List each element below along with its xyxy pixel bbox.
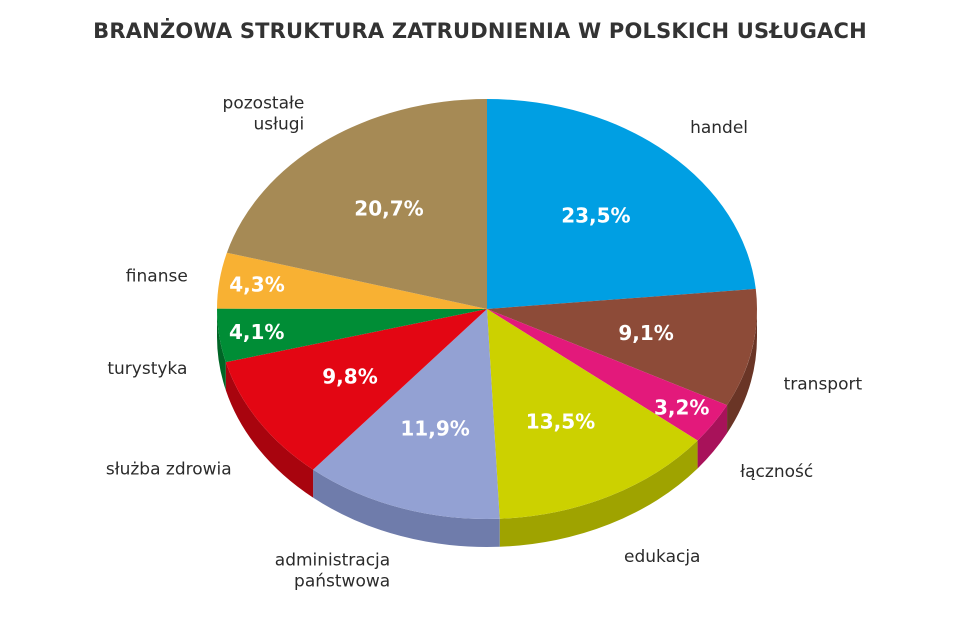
pie-slice-pozostale-uslugi	[226, 99, 487, 309]
category-label-sluzba-zdrowia: służba zdrowia	[106, 459, 232, 479]
value-label-finanse: 4,3%	[229, 272, 284, 296]
category-label-lacznosc: łączność	[740, 462, 813, 482]
pie-slice-administracja-panstwowa	[313, 309, 500, 519]
value-label-lacznosc: 3,2%	[654, 395, 709, 419]
pie-slices	[217, 99, 757, 519]
pie-side-walls	[217, 309, 757, 547]
value-labels: 23,5% 9,1% 3,2% 13,5% 11,9% 9,8% 4,1% 4,3% 20,7%	[229, 197, 709, 441]
pie-side-sluzba-zdrowia	[225, 362, 314, 498]
value-label-handel: 23,5%	[561, 204, 630, 228]
category-label-turystyka: turystyka	[107, 359, 187, 379]
pie-slice-edukacja	[487, 309, 698, 519]
category-labels: handel transport łączność edukacja administr…	[106, 94, 863, 592]
pie-side-lacznosc	[697, 405, 728, 469]
category-label-pozostale-uslugi: pozostałe usługi	[223, 94, 305, 135]
pie-side-administracja-panstwowa	[313, 469, 500, 547]
pie-slice-sluzba-zdrowia	[225, 309, 487, 470]
value-label-administracja-panstwowa: 11,9%	[400, 416, 469, 440]
pie-slice-transport	[487, 288, 757, 406]
value-label-transport: 9,1%	[618, 321, 673, 345]
chart-title: BRANŻOWA STRUKTURA ZATRUDNIENIA W POLSKI…	[93, 19, 867, 43]
category-label-finanse: finanse	[126, 267, 188, 287]
value-label-pozostale-uslugi: 20,7%	[354, 197, 423, 221]
value-label-turystyka: 4,1%	[229, 320, 284, 344]
pie-slice-handel	[487, 99, 756, 309]
value-label-sluzba-zdrowia: 9,8%	[322, 364, 377, 388]
pie-side-edukacja	[499, 440, 698, 547]
category-label-transport: transport	[784, 374, 863, 394]
pie-side-transport	[727, 309, 757, 434]
pie-slice-lacznosc	[487, 309, 728, 441]
pie-side-turystyka	[217, 309, 226, 391]
value-label-edukacja: 13,5%	[526, 409, 595, 433]
pie-slice-turystyka	[217, 308, 487, 363]
pie-slice-finanse	[217, 252, 487, 309]
category-label-handel: handel	[690, 118, 748, 138]
category-label-administracja-panstwowa: administracja państwowa	[275, 551, 390, 592]
category-label-edukacja: edukacja	[624, 547, 700, 567]
